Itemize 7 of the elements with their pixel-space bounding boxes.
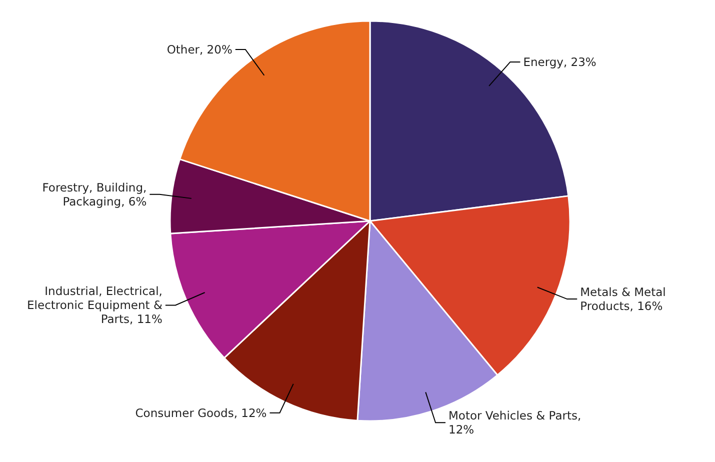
slice-label: Consumer Goods, 12% xyxy=(135,406,267,420)
slice-label: Forestry, Building, Packaging, 6% xyxy=(42,180,147,208)
slice-label: Metals & Metal Products, 16% xyxy=(580,285,666,314)
slice-label: Motor Vehicles & Parts, 12% xyxy=(448,408,582,437)
slice-label: Industrial, Electrical, Electronic Equipment & Parts, 11% xyxy=(27,284,162,326)
slice-label: Energy, 23% xyxy=(523,54,596,69)
slice-label: Other, 20% xyxy=(166,42,232,56)
